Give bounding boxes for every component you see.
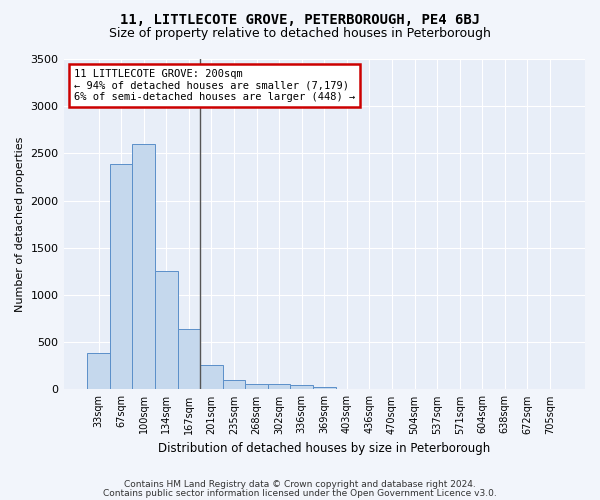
Text: Size of property relative to detached houses in Peterborough: Size of property relative to detached ho… xyxy=(109,28,491,40)
Bar xyxy=(133,144,155,390)
Bar xyxy=(268,384,290,390)
Bar xyxy=(290,385,313,390)
Bar xyxy=(110,164,133,390)
Y-axis label: Number of detached properties: Number of detached properties xyxy=(15,136,25,312)
Text: Contains HM Land Registry data © Crown copyright and database right 2024.: Contains HM Land Registry data © Crown c… xyxy=(124,480,476,489)
X-axis label: Distribution of detached houses by size in Peterborough: Distribution of detached houses by size … xyxy=(158,442,490,455)
Text: Contains public sector information licensed under the Open Government Licence v3: Contains public sector information licen… xyxy=(103,490,497,498)
Bar xyxy=(178,329,200,390)
Bar xyxy=(313,386,335,390)
Bar xyxy=(155,272,178,390)
Text: 11, LITTLECOTE GROVE, PETERBOROUGH, PE4 6BJ: 11, LITTLECOTE GROVE, PETERBOROUGH, PE4 … xyxy=(120,12,480,26)
Bar xyxy=(245,384,268,390)
Bar xyxy=(87,352,110,390)
Bar xyxy=(200,365,223,390)
Text: 11 LITTLECOTE GROVE: 200sqm
← 94% of detached houses are smaller (7,179)
6% of s: 11 LITTLECOTE GROVE: 200sqm ← 94% of det… xyxy=(74,69,355,102)
Bar xyxy=(223,380,245,390)
